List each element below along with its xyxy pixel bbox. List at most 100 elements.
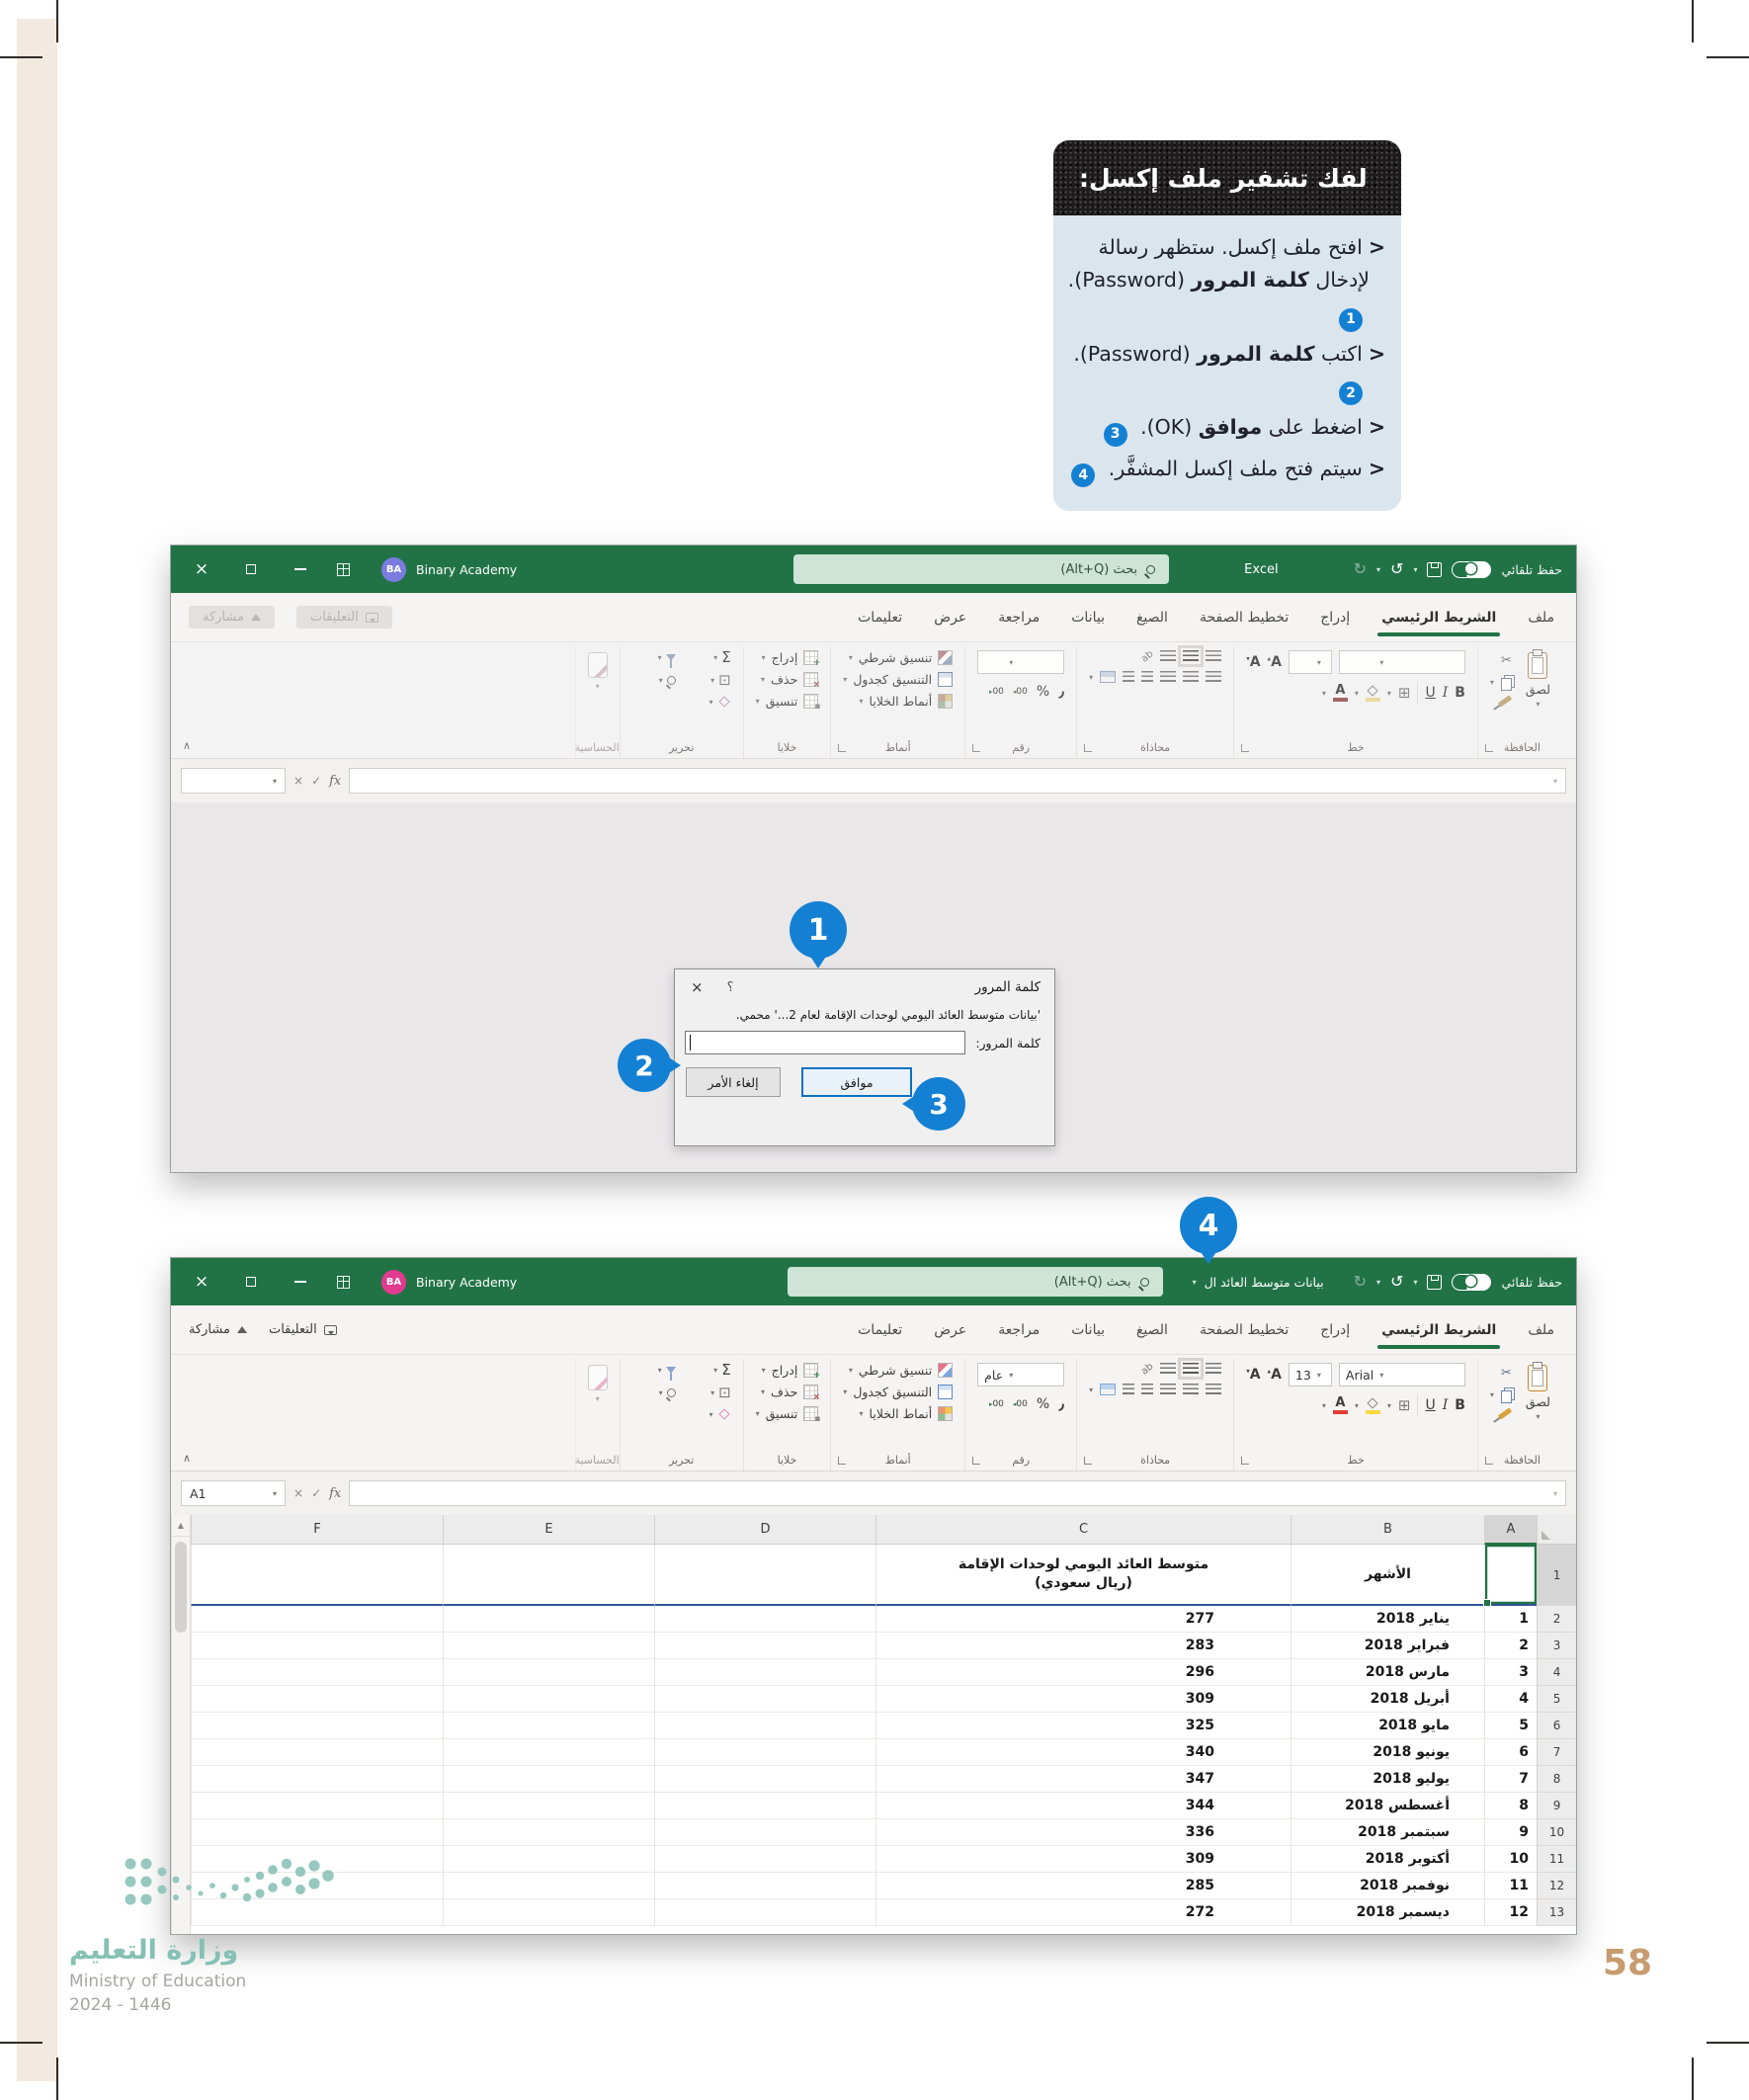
tab-8[interactable]: تعليمات — [858, 609, 903, 626]
comma-style-button[interactable]: ٫ — [1058, 682, 1065, 701]
row-number[interactable]: 11 — [1537, 1846, 1576, 1873]
cell-serial[interactable]: 3 — [1484, 1659, 1537, 1686]
row-number[interactable]: 4 — [1537, 1659, 1576, 1686]
tab-5[interactable]: بيانات — [1071, 609, 1105, 626]
align-right-button[interactable] — [1206, 1384, 1222, 1395]
cell-empty[interactable] — [654, 1606, 875, 1633]
chevron-down-icon[interactable]: ▾ — [1376, 564, 1381, 574]
collapse-ribbon-icon[interactable]: ∧ — [183, 739, 192, 752]
enter-entry-icon[interactable]: ✓ — [311, 1486, 322, 1500]
decrease-decimal-button[interactable]: 00▸ — [988, 1398, 1004, 1409]
dialog-launcher-icon[interactable] — [972, 1457, 981, 1465]
cell-month[interactable]: أغسطس 2018 — [1291, 1793, 1484, 1819]
font-color-button[interactable]: A — [1332, 684, 1348, 702]
clear-button[interactable]: ▾ — [688, 1408, 731, 1420]
cell-styles-button[interactable]: أنماط الخلايا ▾ — [843, 1406, 954, 1421]
orientation-button[interactable]: ab — [1138, 647, 1156, 665]
ribbon-display-options-icon[interactable] — [337, 562, 350, 576]
avatar[interactable]: BA — [381, 556, 406, 582]
cell-value[interactable]: 325 — [875, 1713, 1291, 1739]
autosum-button[interactable]: Σ ▾ — [713, 1361, 731, 1379]
cell-serial[interactable]: 7 — [1484, 1766, 1537, 1793]
tab-6[interactable]: مراجعة — [998, 1321, 1041, 1338]
cell-empty[interactable] — [443, 1739, 654, 1766]
restore-button[interactable] — [238, 1269, 264, 1295]
insert-cells-button[interactable]: + إدراج ▾ — [761, 650, 821, 668]
format-cells-button[interactable]: ▪ تنسيق ▾ — [755, 694, 821, 712]
cell-empty[interactable] — [191, 1766, 443, 1793]
dialog-close-button[interactable]: × — [691, 978, 704, 996]
share-button[interactable]: مشاركة — [189, 1322, 247, 1337]
avatar[interactable]: BA — [381, 1269, 406, 1295]
cell-value[interactable]: 283 — [875, 1633, 1291, 1659]
cell-empty[interactable] — [443, 1766, 654, 1793]
cell-serial[interactable]: 1 — [1484, 1606, 1537, 1633]
cell-serial[interactable]: 9 — [1484, 1819, 1537, 1846]
increase-indent-button[interactable] — [1123, 671, 1135, 683]
format-as-table-button[interactable]: التنسيق كجدول ▾ — [843, 1385, 954, 1399]
bold-button[interactable]: B — [1455, 685, 1465, 701]
autosave-toggle[interactable] — [1452, 560, 1492, 578]
cell-serial[interactable]: 12 — [1484, 1899, 1537, 1926]
increase-indent-button[interactable] — [1123, 1384, 1135, 1395]
percent-style-button[interactable]: % — [1036, 683, 1050, 700]
row-number[interactable]: 1 — [1537, 1545, 1576, 1606]
cell-serial[interactable]: 10 — [1484, 1846, 1537, 1873]
cell-empty[interactable] — [654, 1739, 875, 1766]
insert-cells-button[interactable]: + إدراج ▾ — [761, 1363, 821, 1381]
fill-button[interactable]: ⊡ ▾ — [710, 671, 731, 689]
cell-empty[interactable] — [654, 1846, 875, 1873]
column-header-E[interactable]: E — [443, 1515, 654, 1545]
autosave-toggle[interactable] — [1452, 1273, 1492, 1291]
align-center-button[interactable] — [1183, 1384, 1200, 1395]
cell-empty[interactable] — [443, 1793, 654, 1819]
share-button[interactable]: مشاركة — [189, 606, 275, 629]
decrease-decimal-button[interactable]: 00▸ — [988, 686, 1004, 697]
column-header-F[interactable]: F — [191, 1515, 443, 1545]
align-top-button[interactable] — [1206, 650, 1222, 662]
cell-empty[interactable] — [654, 1766, 875, 1793]
font-name-combo[interactable]: Arial▾ — [1338, 1363, 1465, 1386]
autosum-button[interactable]: Σ ▾ — [713, 648, 731, 666]
font-size-combo[interactable]: 13▾ — [1288, 1363, 1332, 1386]
row-number[interactable]: 13 — [1537, 1899, 1576, 1926]
cell-empty[interactable] — [191, 1713, 443, 1739]
find-select-button[interactable]: ▾ — [632, 1388, 676, 1397]
dialog-launcher-icon[interactable] — [972, 744, 981, 752]
cell-value[interactable]: 277 — [875, 1606, 1291, 1633]
cell-month[interactable]: فبراير 2018 — [1291, 1633, 1484, 1659]
scroll-up-icon[interactable]: ▲ — [172, 1515, 190, 1537]
dialog-launcher-icon[interactable] — [838, 1457, 847, 1465]
redo-icon[interactable]: ↻ — [1353, 1272, 1368, 1291]
insert-function-icon[interactable]: fx — [329, 1485, 342, 1501]
cut-button[interactable]: ✂ — [1501, 1366, 1512, 1381]
dialog-launcher-icon[interactable] — [1241, 1457, 1250, 1465]
shrink-font-button[interactable]: A▾ — [1246, 654, 1261, 670]
cell-empty[interactable] — [443, 1873, 654, 1899]
help-button[interactable]: ؟ — [726, 979, 734, 995]
active-cell-A1[interactable] — [1483, 1545, 1537, 1607]
font-size-combo[interactable]: 13▾ — [1288, 650, 1332, 674]
chevron-down-icon[interactable]: ▾ — [1413, 1277, 1418, 1287]
ok-button[interactable]: موافق — [801, 1067, 912, 1097]
search-box[interactable]: بحث (Alt+Q) — [793, 554, 1170, 584]
dialog-launcher-icon[interactable] — [1241, 744, 1250, 752]
borders-button[interactable]: ⊞ — [1397, 683, 1411, 702]
cell-month[interactable]: مارس 2018 — [1291, 1659, 1484, 1686]
cell-empty[interactable] — [654, 1793, 875, 1819]
cell-empty[interactable] — [191, 1873, 443, 1899]
cell-month[interactable]: أكتوبر 2018 — [1291, 1846, 1484, 1873]
collapse-ribbon-icon[interactable]: ∧ — [183, 1452, 192, 1465]
search-box[interactable]: بحث (Alt+Q) — [787, 1267, 1163, 1297]
align-center-button[interactable] — [1183, 671, 1200, 683]
cell-month[interactable]: ديسمبر 2018 — [1291, 1899, 1484, 1926]
italic-button[interactable]: I — [1442, 685, 1449, 701]
cell-serial[interactable]: 6 — [1484, 1739, 1537, 1766]
cancel-entry-icon[interactable]: × — [293, 774, 304, 788]
row-number[interactable]: 12 — [1537, 1873, 1576, 1899]
tab-2[interactable]: إدراج — [1320, 609, 1351, 626]
cell-serial[interactable]: 4 — [1484, 1686, 1537, 1713]
password-input[interactable] — [685, 1031, 966, 1054]
orientation-button[interactable]: ab — [1138, 1360, 1156, 1378]
scrollbar-thumb[interactable] — [175, 1542, 187, 1633]
